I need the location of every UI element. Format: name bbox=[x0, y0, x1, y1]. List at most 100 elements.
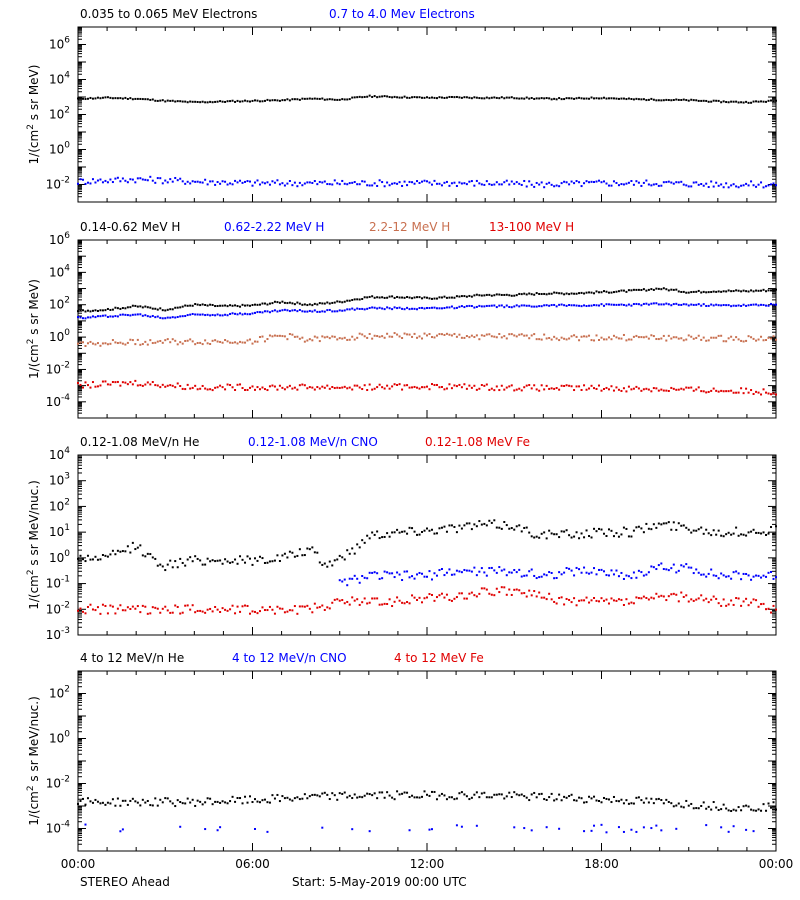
data-point bbox=[176, 605, 179, 608]
data-point bbox=[89, 340, 92, 343]
data-point bbox=[583, 335, 586, 338]
data-point bbox=[388, 184, 391, 187]
data-point bbox=[450, 599, 453, 602]
data-point bbox=[475, 179, 478, 182]
data-point bbox=[401, 337, 404, 340]
data-point bbox=[358, 546, 361, 549]
data-point bbox=[194, 343, 197, 346]
data-point bbox=[615, 181, 618, 184]
data-point bbox=[490, 335, 493, 338]
data-point bbox=[515, 304, 518, 307]
data-point bbox=[612, 573, 615, 576]
data-point bbox=[276, 99, 279, 102]
data-point bbox=[475, 96, 478, 99]
data-point bbox=[209, 343, 212, 346]
data-point bbox=[590, 571, 593, 574]
data-point bbox=[767, 532, 770, 535]
data-point bbox=[575, 304, 578, 307]
data-point bbox=[373, 182, 376, 185]
data-point bbox=[91, 558, 94, 561]
data-point bbox=[426, 296, 428, 299]
data-point bbox=[555, 602, 558, 605]
data-point bbox=[652, 802, 655, 805]
data-point bbox=[303, 793, 306, 796]
data-point bbox=[765, 533, 768, 536]
data-point bbox=[348, 98, 351, 101]
data-point bbox=[675, 571, 678, 574]
data-point bbox=[588, 97, 591, 100]
data-point bbox=[593, 824, 596, 827]
data-point bbox=[682, 524, 685, 527]
data-point bbox=[488, 183, 491, 186]
data-point bbox=[244, 312, 247, 315]
data-point bbox=[406, 295, 409, 298]
series-3-1 bbox=[77, 519, 777, 572]
data-point bbox=[413, 577, 416, 580]
data-point bbox=[500, 793, 503, 796]
data-point bbox=[406, 384, 409, 387]
data-point bbox=[303, 340, 306, 343]
data-point bbox=[720, 534, 723, 537]
data-point bbox=[81, 317, 84, 320]
data-point bbox=[144, 340, 147, 343]
data-point bbox=[114, 177, 117, 180]
data-point bbox=[630, 577, 633, 580]
data-point bbox=[358, 603, 361, 606]
data-point bbox=[657, 184, 660, 187]
data-point bbox=[757, 531, 760, 534]
data-point bbox=[652, 566, 655, 569]
data-point bbox=[81, 97, 84, 100]
data-point bbox=[635, 596, 638, 599]
data-point bbox=[249, 100, 252, 103]
data-point bbox=[657, 564, 660, 567]
data-point bbox=[411, 794, 414, 797]
data-point bbox=[219, 182, 222, 185]
data-point bbox=[775, 808, 777, 811]
data-point bbox=[106, 181, 109, 184]
data-point bbox=[435, 97, 438, 100]
data-point bbox=[251, 801, 254, 804]
data-point bbox=[438, 569, 441, 572]
data-point bbox=[219, 340, 222, 343]
data-point bbox=[416, 796, 419, 799]
data-point bbox=[331, 301, 334, 304]
data-point bbox=[94, 555, 97, 558]
data-point bbox=[416, 336, 419, 339]
data-point bbox=[321, 826, 324, 829]
data-point bbox=[578, 796, 581, 799]
data-point bbox=[408, 308, 411, 311]
data-point bbox=[356, 796, 359, 799]
data-point bbox=[383, 336, 386, 339]
data-point bbox=[650, 334, 653, 337]
data-point bbox=[296, 554, 299, 557]
data-point bbox=[610, 385, 613, 388]
data-point bbox=[326, 793, 329, 796]
data-point bbox=[161, 182, 164, 185]
data-point bbox=[525, 334, 528, 337]
data-point bbox=[732, 338, 735, 341]
data-point bbox=[505, 96, 508, 99]
data-point bbox=[433, 384, 436, 387]
data-point bbox=[473, 336, 476, 339]
data-point bbox=[251, 385, 254, 388]
data-point bbox=[750, 530, 753, 533]
y-tick-label: 102 bbox=[49, 685, 70, 701]
data-point bbox=[640, 289, 643, 292]
data-point bbox=[373, 792, 376, 795]
data-point bbox=[540, 596, 543, 599]
data-point bbox=[642, 574, 645, 577]
data-point bbox=[722, 574, 725, 577]
data-point bbox=[745, 387, 748, 390]
data-point bbox=[690, 291, 693, 294]
data-point bbox=[560, 530, 563, 533]
data-point bbox=[717, 184, 720, 187]
data-point bbox=[209, 560, 212, 563]
data-point bbox=[453, 384, 456, 387]
data-point bbox=[244, 561, 247, 564]
data-point bbox=[258, 336, 261, 339]
data-point bbox=[770, 99, 773, 102]
data-point bbox=[234, 179, 237, 182]
data-point bbox=[96, 385, 99, 388]
data-point bbox=[545, 182, 548, 185]
data-point bbox=[627, 602, 630, 605]
